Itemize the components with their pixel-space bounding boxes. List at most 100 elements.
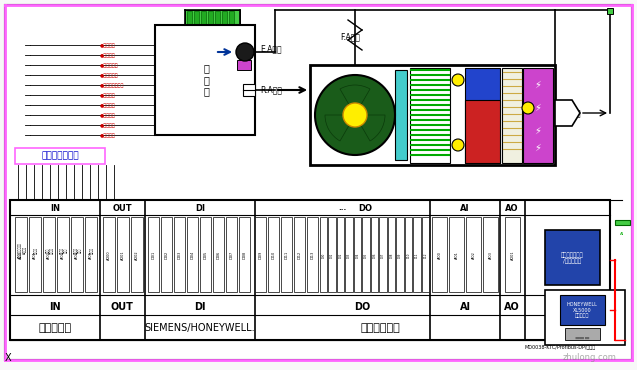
Text: 房间压差: 房间压差: [90, 246, 94, 253]
Bar: [466, 217, 481, 292]
Text: AI: AI: [461, 204, 469, 212]
Bar: [226, 217, 237, 292]
Bar: [565, 328, 600, 340]
Bar: [560, 295, 605, 325]
Wedge shape: [325, 115, 355, 141]
Bar: [362, 217, 370, 292]
Text: AI04: AI04: [75, 251, 79, 259]
Bar: [213, 217, 224, 292]
Text: AI: AI: [459, 302, 471, 312]
Bar: [201, 11, 206, 24]
Text: 回风温度
传感器: 回风温度 传感器: [60, 246, 68, 253]
Bar: [523, 68, 553, 163]
Text: ●温度报示: ●温度报示: [100, 122, 116, 128]
Text: zhulong.com: zhulong.com: [563, 353, 617, 363]
Text: IN: IN: [49, 302, 61, 312]
Bar: [329, 217, 336, 292]
Bar: [43, 217, 55, 292]
Bar: [222, 11, 227, 24]
Text: D09: D09: [398, 252, 402, 258]
Bar: [345, 217, 353, 292]
Bar: [103, 217, 115, 292]
Text: 过滤器
压差报警: 过滤器 压差报警: [46, 246, 54, 253]
Bar: [71, 217, 83, 292]
Text: D08: D08: [390, 252, 394, 258]
Bar: [10, 200, 610, 340]
Text: AI: AI: [620, 232, 624, 236]
Bar: [388, 217, 396, 292]
Text: D01: D01: [330, 252, 334, 258]
Bar: [607, 8, 613, 14]
Bar: [29, 217, 41, 292]
Bar: [255, 217, 266, 292]
Text: D10: D10: [406, 252, 411, 258]
Text: ...: ...: [338, 205, 346, 211]
Bar: [422, 217, 429, 292]
Text: DI05: DI05: [203, 251, 208, 259]
Text: ⚡: ⚡: [534, 143, 541, 153]
Bar: [395, 70, 407, 160]
Text: ●压差控制: ●压差控制: [100, 102, 116, 108]
Wedge shape: [340, 85, 370, 115]
Text: DI07: DI07: [229, 251, 234, 259]
Circle shape: [452, 139, 464, 151]
Bar: [15, 217, 27, 292]
Text: OUT: OUT: [111, 302, 133, 312]
Bar: [294, 217, 305, 292]
Bar: [413, 217, 421, 292]
Text: X: X: [4, 353, 11, 363]
Text: 送风温度
传感器: 送风温度 传感器: [74, 246, 82, 253]
Bar: [371, 217, 378, 292]
Bar: [432, 217, 447, 292]
Bar: [465, 100, 500, 163]
Bar: [320, 217, 327, 292]
Text: DI02: DI02: [164, 251, 169, 259]
Bar: [410, 68, 450, 163]
Text: 现场控制柜接线端子
AI温湿度: 现场控制柜接线端子 AI温湿度: [18, 242, 26, 258]
Bar: [281, 217, 292, 292]
Circle shape: [522, 102, 534, 114]
Bar: [483, 217, 498, 292]
Circle shape: [343, 103, 367, 127]
Text: DI: DI: [195, 204, 205, 212]
Bar: [307, 217, 318, 292]
Bar: [243, 84, 255, 96]
Text: AI00: AI00: [438, 251, 441, 259]
Circle shape: [452, 74, 464, 86]
Bar: [380, 217, 387, 292]
Bar: [449, 217, 464, 292]
Text: D06: D06: [373, 252, 376, 258]
Bar: [354, 217, 362, 292]
Text: AI01: AI01: [33, 251, 37, 259]
Bar: [131, 217, 143, 292]
Text: DO: DO: [358, 204, 372, 212]
Bar: [229, 11, 234, 24]
Text: MD0038-KTC/Profibus-DP/以太网: MD0038-KTC/Profibus-DP/以太网: [524, 346, 596, 350]
Bar: [268, 217, 279, 292]
Polygon shape: [555, 100, 580, 126]
Text: ●温度控制: ●温度控制: [100, 112, 116, 118]
Text: S.A送风: S.A送风: [560, 108, 582, 118]
Text: DI13: DI13: [310, 251, 315, 259]
Text: ●温度控制: ●温度控制: [100, 43, 116, 47]
Text: ●压差控制: ●压差控制: [100, 92, 116, 98]
Text: 现场控制柜: 现场控制柜: [38, 323, 71, 333]
Text: DO: DO: [354, 302, 370, 312]
Text: ⚡: ⚡: [534, 126, 541, 136]
Text: E.A排风: E.A排风: [260, 44, 282, 54]
Bar: [502, 68, 522, 163]
Bar: [200, 217, 211, 292]
Bar: [148, 217, 159, 292]
Text: DI12: DI12: [297, 251, 301, 259]
Text: OUT: OUT: [112, 204, 132, 212]
Text: 可编程控制器: 可编程控制器: [360, 323, 400, 333]
Text: DI08: DI08: [243, 251, 247, 259]
Text: AO01: AO01: [121, 250, 125, 260]
Text: ●意示输报示: ●意示输报示: [100, 73, 118, 77]
Text: ⚡: ⚡: [534, 103, 541, 113]
Text: AO: AO: [504, 302, 520, 312]
Bar: [237, 60, 251, 70]
Text: AI01: AI01: [455, 251, 459, 259]
Text: AO01: AO01: [510, 250, 515, 260]
Text: DI10: DI10: [271, 251, 275, 259]
